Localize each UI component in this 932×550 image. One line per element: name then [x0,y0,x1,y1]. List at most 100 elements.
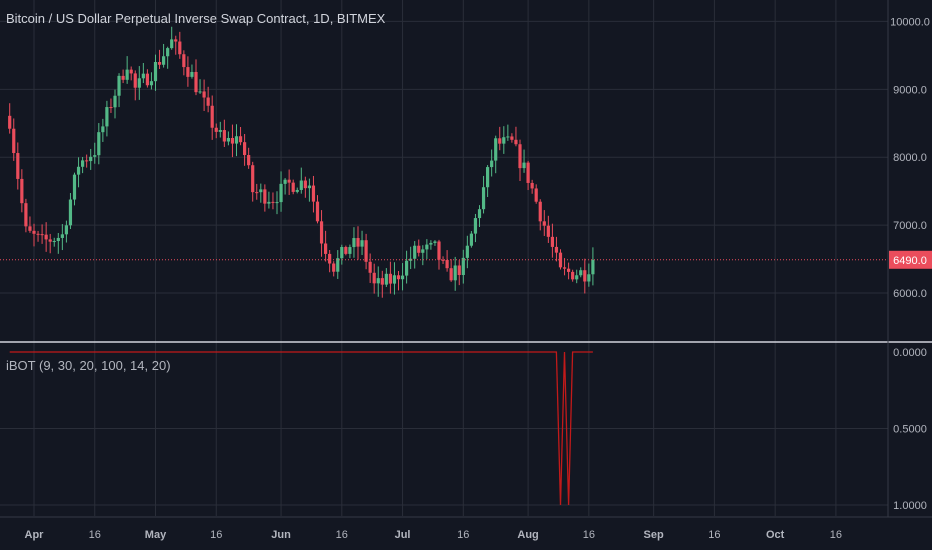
candle-body [457,265,461,276]
time-axis-label: Sep [644,529,664,541]
time-axis-label: Oct [766,529,785,541]
candle-body [259,189,263,193]
candle-body [421,249,425,253]
candle-body [36,233,40,235]
candle-body [226,137,230,142]
candle-body [170,39,174,49]
indicator-axis-label: 1.0000 [893,500,927,512]
candle-body [348,247,352,254]
ibot-signal-series [9,351,593,506]
candle-body [153,61,158,82]
candle-body [356,238,360,247]
ibot-signal-line [9,351,593,506]
candle-body [20,178,24,204]
candle-body [490,160,494,168]
candle-body [157,61,162,65]
candle-body [174,39,178,42]
candle-body [498,138,502,144]
candle-body [392,275,397,284]
candle-body [514,139,518,145]
price-candles [0,26,888,298]
time-axis-label: 16 [457,529,469,541]
candle-body [324,243,328,254]
candle-body [52,241,56,243]
candle-body [575,275,579,280]
candle-body [141,73,145,79]
candle-body [583,270,587,282]
time-axis-label: 16 [89,529,101,541]
candle-body [243,142,247,156]
price-axis-label: 9000.0 [893,84,927,96]
candle-body [113,95,117,108]
candle-body [530,182,534,189]
candle-body [368,261,372,273]
candle-body [396,275,401,280]
candle-body [133,73,137,88]
candle-body [117,75,121,96]
candle-body [332,263,336,272]
candle-body [340,246,344,259]
candle-body [413,245,417,259]
candle-body [449,268,453,281]
candle-body [24,203,28,227]
candle-body [267,201,271,204]
candle-body [56,237,60,242]
candle-body [591,259,595,275]
candle-body [384,273,388,285]
candle-body [522,162,526,169]
candle-body [562,267,567,269]
candle-body [28,226,32,231]
time-axis-label: 16 [336,529,348,541]
candle-body [388,273,392,284]
candle-body [40,234,44,236]
candle-body [526,162,530,183]
candle-body [218,130,222,132]
candle-body [486,167,490,188]
candle-body [263,189,267,204]
candle-body [437,241,441,260]
candle-body [502,137,506,144]
candle-body [137,78,141,88]
candle-body [400,275,405,280]
candle-body [558,252,563,268]
candle-body [121,75,125,80]
candle-body [481,187,486,210]
candle-body [12,128,16,154]
candle-body [587,274,591,282]
candle-body [89,156,93,162]
candle-body [534,188,538,202]
candle-body [68,199,73,226]
candle-body [538,201,542,222]
candle-body [178,41,182,55]
time-axis-label: 16 [830,529,842,541]
last-price-label: 6490.0 [893,255,927,267]
time-axis-label: Jul [395,529,411,541]
candle-body [48,239,52,242]
candle-body [360,240,364,247]
candle-body [247,155,251,166]
time-axis-label: 16 [708,529,720,541]
candle-body [182,54,186,68]
candle-body [32,230,36,234]
candle-body [64,225,68,235]
candle-body [129,69,133,74]
candle-body [477,209,482,219]
candle-body [473,218,478,234]
candle-body [542,221,546,226]
candle-body [97,132,101,156]
last-price-badge [889,250,932,269]
candle-body [409,258,413,261]
price-axis-label: 10000.0 [890,16,930,28]
candle-body [328,253,332,264]
candle-body [145,73,149,86]
candle-body [275,202,279,204]
candle-body [376,278,380,284]
candle-body [425,244,429,250]
candle-body [465,245,469,258]
candle-body [255,192,259,194]
candle-body [234,136,239,144]
candle-body [336,258,340,272]
candle-body [364,240,368,262]
